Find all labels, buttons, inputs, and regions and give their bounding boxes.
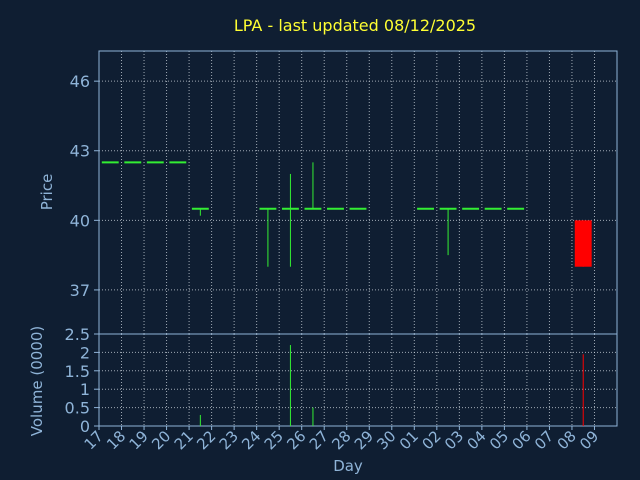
- volume-tick-label: 1.5: [65, 362, 90, 381]
- price-y-ticks: 37 40 43 46: [70, 72, 99, 300]
- volume-bars: [199, 345, 584, 426]
- volume-panel: 00.511.522.5 Volume (0000): [28, 325, 618, 436]
- volume-axis-label: Volume (0000): [28, 326, 46, 436]
- candle-body: [574, 220, 592, 267]
- volume-tick-label: 0.5: [65, 399, 90, 418]
- volume-plot-frame: [98, 333, 618, 427]
- volume-tick-label: 2.5: [65, 325, 90, 344]
- price-plot-frame: [98, 50, 618, 335]
- price-grid: [99, 51, 617, 334]
- price-axis-label: Price: [38, 174, 56, 211]
- volume-y-ticks: 00.511.522.5: [65, 325, 99, 436]
- price-panel: 37 40 43 46 Price: [38, 50, 618, 335]
- x-axis-label: Day: [333, 457, 363, 475]
- x-tick-labels: 1718192021222324252627282930010203040506…: [81, 426, 602, 453]
- price-tick-label: 40: [70, 211, 90, 230]
- volume-grid: [99, 334, 617, 426]
- price-tick-label: 37: [70, 281, 90, 300]
- volume-tick-label: 1: [80, 380, 90, 399]
- candles: [101, 161, 592, 267]
- chart-title: LPA - last updated 08/12/2025: [234, 16, 476, 35]
- x-tick-label: 09: [576, 427, 602, 453]
- volume-tick-label: 2: [80, 343, 90, 362]
- price-tick-label: 46: [70, 72, 90, 91]
- price-tick-label: 43: [70, 142, 90, 161]
- volume-tick-label: 0: [80, 417, 90, 436]
